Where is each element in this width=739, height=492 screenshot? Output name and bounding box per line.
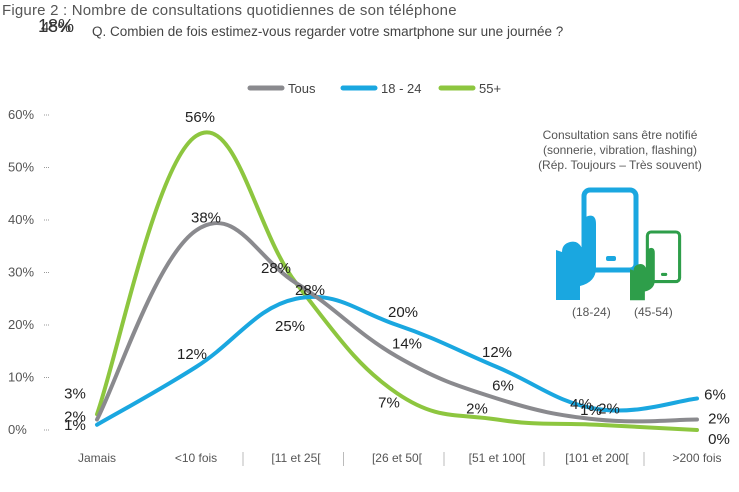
inset-title-line: (sonnerie, vibration, flashing) xyxy=(542,143,698,157)
phone-home-button xyxy=(606,256,616,261)
legend-label: Tous xyxy=(288,81,316,96)
data-label: 4% xyxy=(570,396,592,413)
y-tick-label: 40% xyxy=(8,212,34,227)
inset-title-line: (Rép. Toujours – Très souvent) xyxy=(538,158,702,172)
data-label: 1% xyxy=(64,417,86,434)
data-label: 12% xyxy=(482,344,512,361)
x-tick-label: [101 et 200[ xyxy=(565,451,629,465)
hand-shape xyxy=(630,247,655,301)
x-tick-label: [26 et 50[ xyxy=(372,451,423,465)
inset-title: Consultation sans être notifié (sonnerie… xyxy=(520,128,720,173)
data-label: 7% xyxy=(378,394,400,411)
inset-value: 45% xyxy=(41,19,71,36)
hand-shape xyxy=(556,215,596,300)
data-label: 56% xyxy=(185,109,215,126)
y-tick-label: 20% xyxy=(8,317,34,332)
hand-phone-icon xyxy=(630,230,682,301)
data-label: 12% xyxy=(177,346,207,363)
data-label: 3% xyxy=(64,385,86,402)
x-tick-label: <10 fois xyxy=(175,451,217,465)
x-tick-label: [51 et 100[ xyxy=(469,451,526,465)
inset-group-label: (45-54) xyxy=(634,305,673,319)
y-tick-label: 60% xyxy=(8,107,34,122)
y-tick-label: 50% xyxy=(8,160,34,175)
x-tick-label: >200 fois xyxy=(672,451,721,465)
series-line-18-24 xyxy=(95,294,699,427)
x-tick-label: Jamais xyxy=(78,451,116,465)
phone-home-button xyxy=(661,272,668,277)
legend-label: 18 - 24 xyxy=(381,81,421,96)
data-label: 1% xyxy=(580,402,602,419)
data-label: 25% xyxy=(275,318,305,335)
figure-title: Figure 2 : Nombre de consultations quoti… xyxy=(2,2,457,19)
series-line-tous xyxy=(95,221,699,424)
y-tick-label: 0% xyxy=(8,422,27,437)
data-label: 2% xyxy=(64,409,86,426)
data-label: 38% xyxy=(191,210,221,227)
inset-title-line: Consultation sans être notifié xyxy=(542,128,698,142)
legend-label: 55+ xyxy=(479,81,501,96)
question-text: Q. Combien de fois estimez-vous regarder… xyxy=(92,24,564,39)
data-label: 0% xyxy=(708,431,730,448)
x-tick-label: [11 et 25[ xyxy=(271,451,321,465)
data-label: 14% xyxy=(392,336,422,353)
series-line-55- xyxy=(95,130,699,432)
data-label: 6% xyxy=(704,387,726,404)
data-label: 6% xyxy=(492,378,514,395)
inset-value: 18% xyxy=(38,16,74,36)
data-label: 2% xyxy=(466,401,488,418)
inset-group-label: (18-24) xyxy=(572,305,611,319)
data-label: 28% xyxy=(261,260,291,277)
y-tick-label: 30% xyxy=(8,265,34,280)
hand-phone-icon xyxy=(556,187,639,300)
data-label: 20% xyxy=(388,304,418,321)
y-tick-label: 10% xyxy=(8,370,34,385)
data-label: 2% xyxy=(598,401,620,418)
data-label: 28% xyxy=(295,282,325,299)
data-label: 2% xyxy=(708,411,730,428)
